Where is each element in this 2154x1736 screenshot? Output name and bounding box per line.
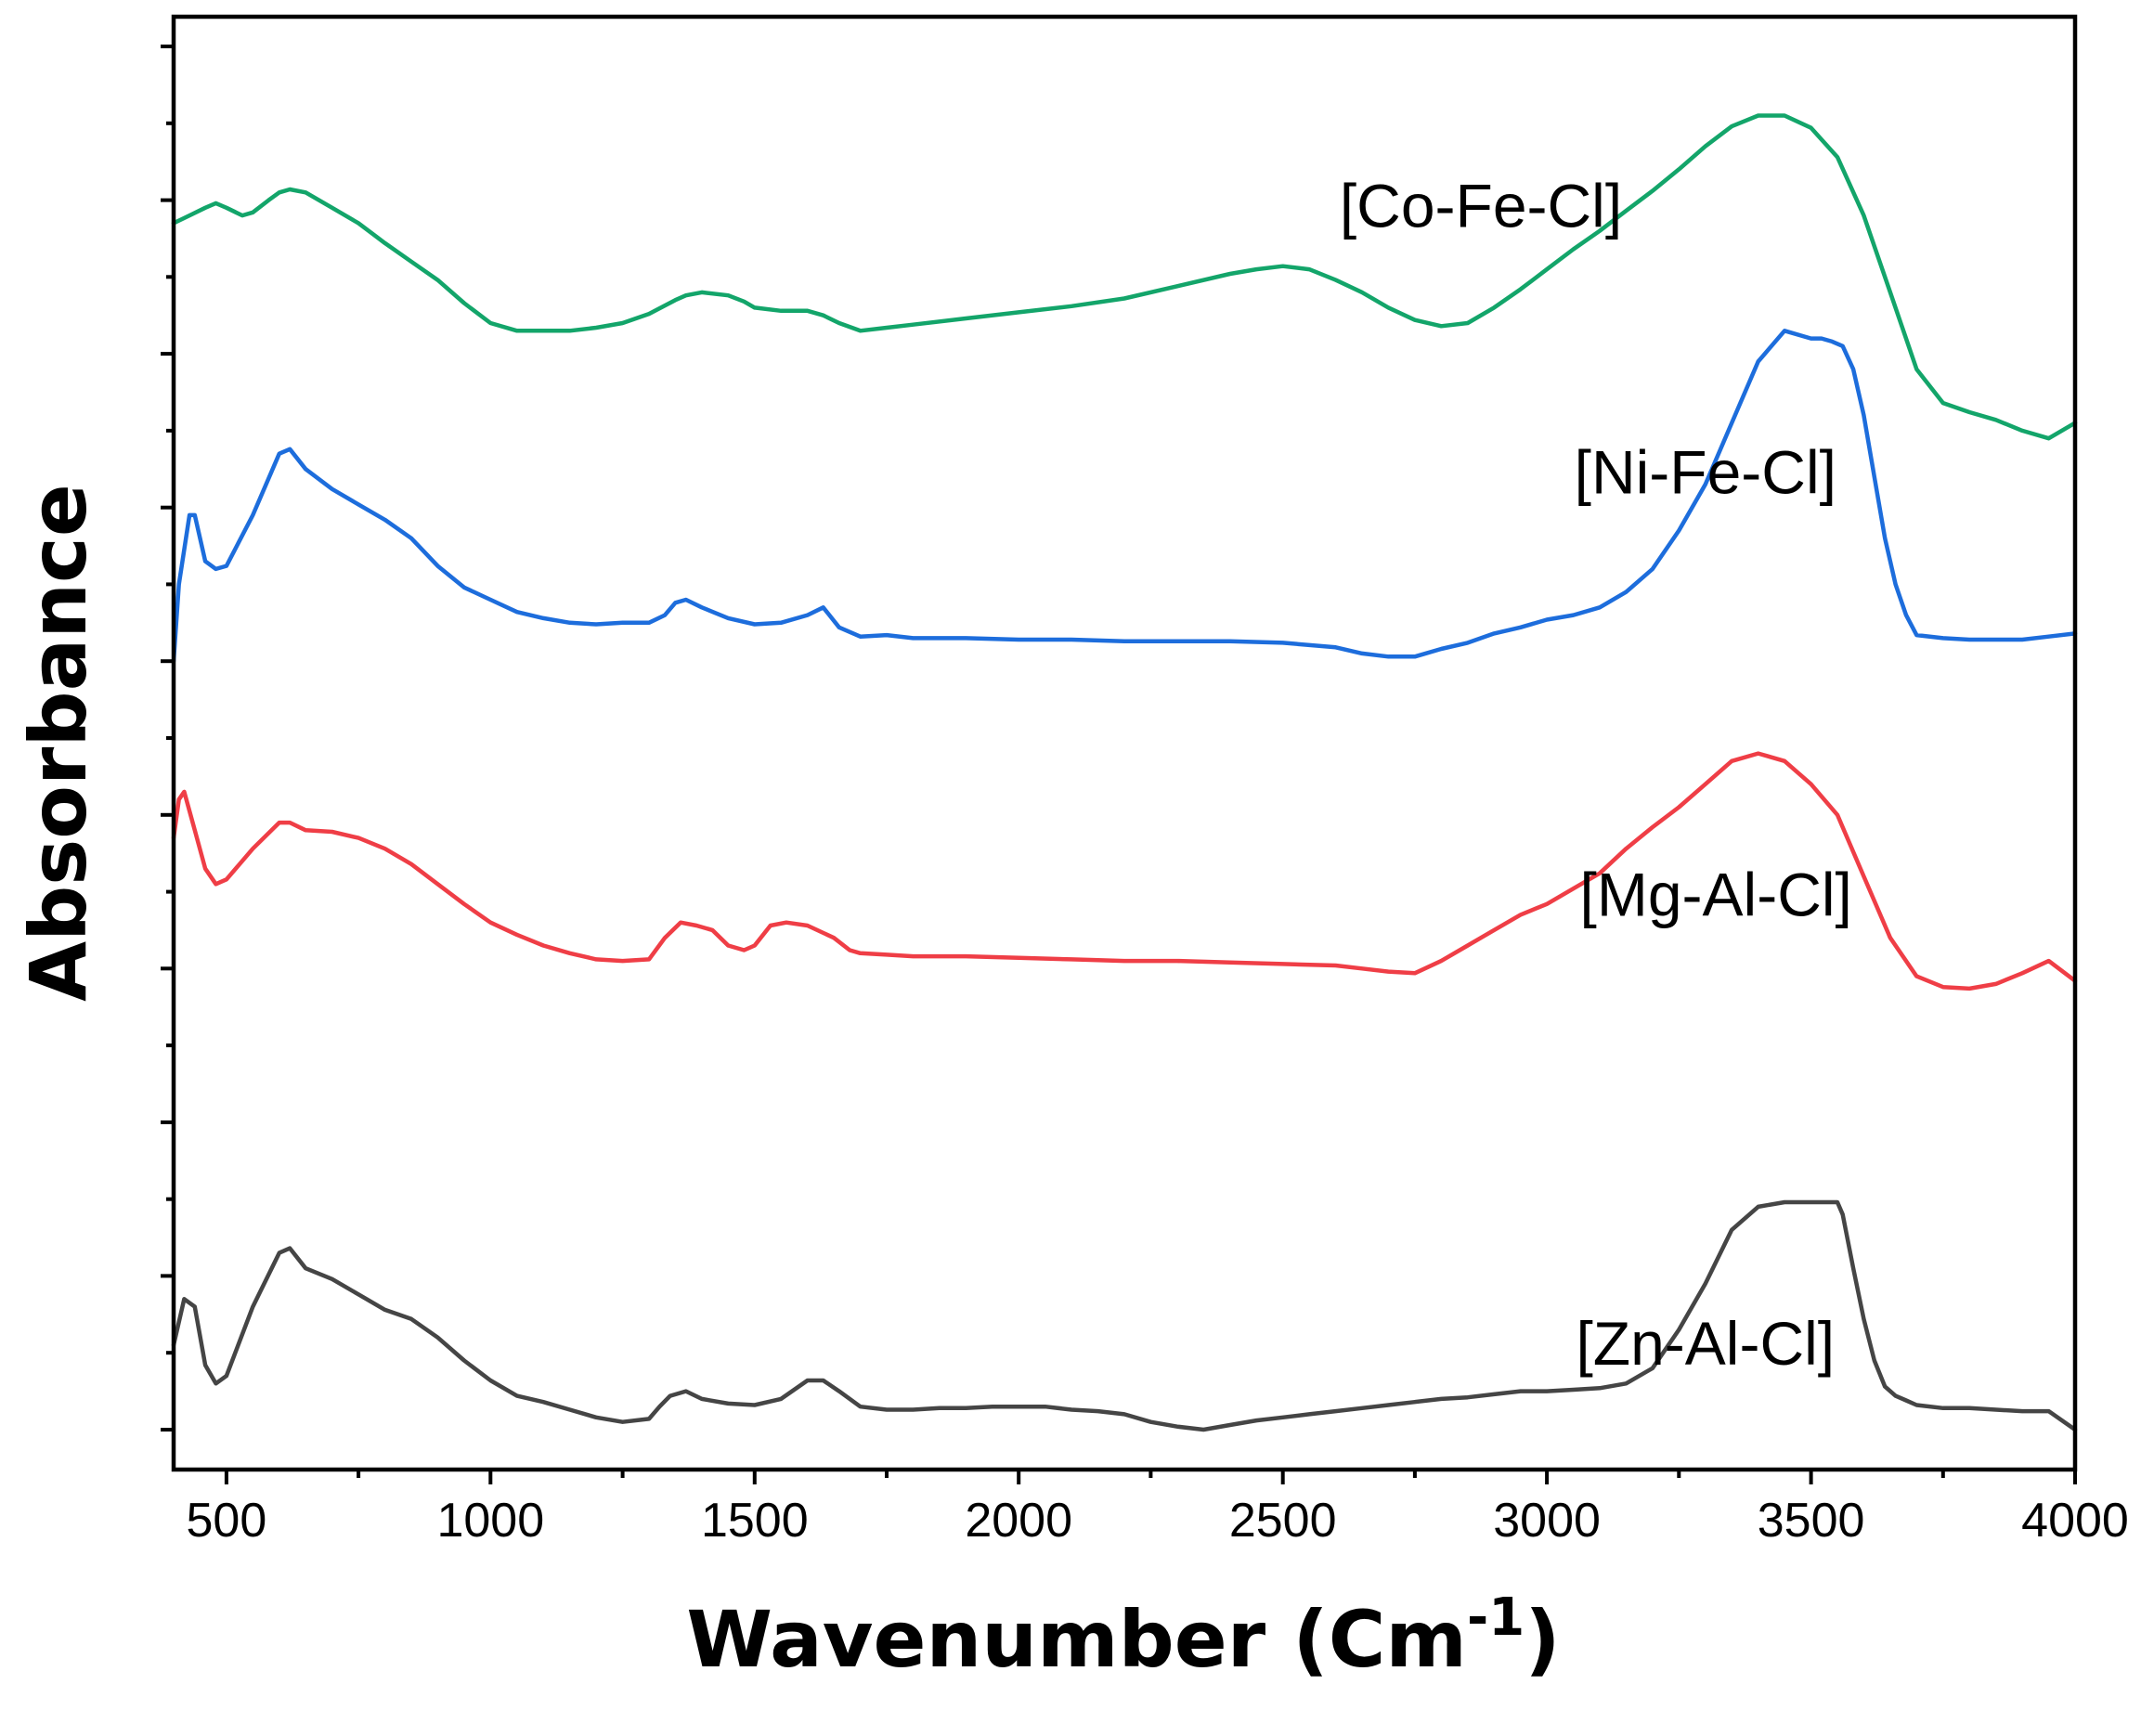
series-label-mg-al-cl: [Mg-Al-Cl] bbox=[1580, 861, 1852, 929]
x-tick-label: 3500 bbox=[1758, 1494, 1865, 1548]
y-axis-title: Absorbance bbox=[13, 484, 104, 1002]
x-axis-title-superscript: -1 bbox=[1467, 1587, 1525, 1648]
x-ticks: 500 1000 1500 2000 2500 3000 3500 4000 bbox=[187, 1470, 2129, 1548]
x-tick-label: 1500 bbox=[701, 1494, 809, 1548]
x-tick-label: 4000 bbox=[2021, 1494, 2129, 1548]
x-axis-title: Wavenumber (Cm-1) bbox=[686, 1587, 1560, 1685]
series-line-mg-al-cl bbox=[171, 751, 2078, 991]
series-label-ni-fe-cl: [Ni-Fe-Cl] bbox=[1575, 437, 1836, 506]
series-labels: [Zn-Al-Cl] [Mg-Al-Cl] [Ni-Fe-Cl] [Co-Fe-Cl] bbox=[1340, 172, 1852, 1379]
plot-frame bbox=[171, 14, 2078, 1472]
x-tick-label: 2000 bbox=[965, 1494, 1072, 1548]
series-label-zn-al-cl: [Zn-Al-Cl] bbox=[1576, 1309, 1835, 1378]
series-line-ni-fe-cl bbox=[171, 329, 2078, 664]
series-layer bbox=[171, 113, 2078, 1432]
x-axis-title-main: Wavenumber (Cm bbox=[686, 1594, 1467, 1685]
series-line-zn-al-cl bbox=[171, 1199, 2078, 1432]
x-tick-label: 500 bbox=[187, 1494, 267, 1548]
x-tick-label: 2500 bbox=[1229, 1494, 1337, 1548]
series-line-co-fe-cl bbox=[171, 113, 2078, 441]
x-tick-label: 1000 bbox=[436, 1494, 544, 1548]
x-axis-title-close: ) bbox=[1525, 1594, 1560, 1685]
series-label-co-fe-cl: [Co-Fe-Cl] bbox=[1340, 172, 1622, 240]
x-tick-label: 3000 bbox=[1493, 1494, 1601, 1548]
